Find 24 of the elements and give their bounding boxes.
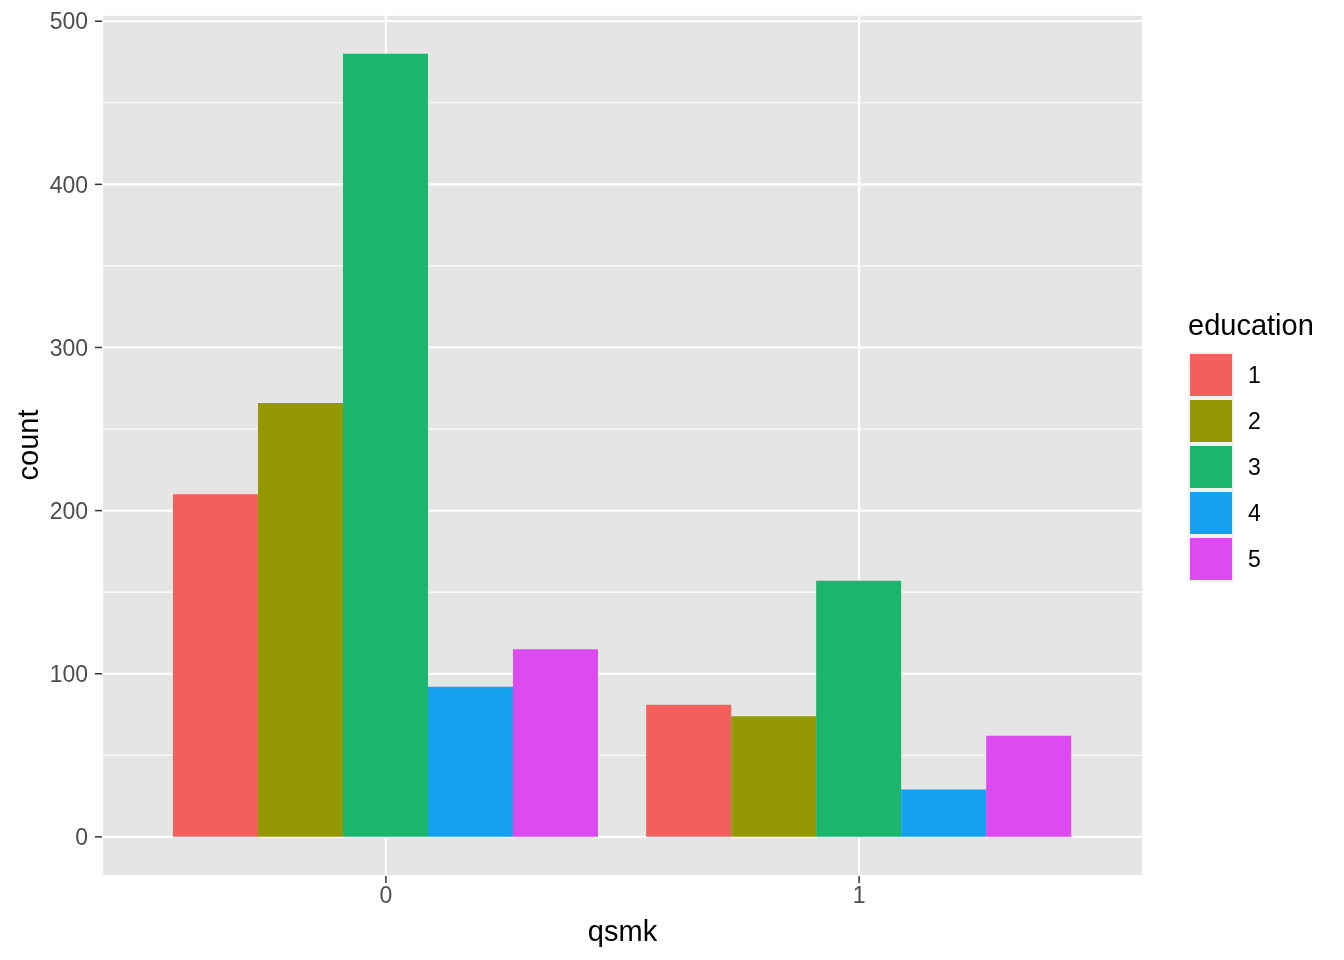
legend-label: 3 [1248, 453, 1261, 481]
bar [901, 789, 987, 837]
y-tick-label: 400 [49, 171, 88, 198]
y-axis-title: count [11, 409, 44, 481]
bar [257, 402, 343, 837]
bar [427, 686, 513, 837]
y-tick-label: 0 [75, 824, 88, 851]
bar [172, 494, 258, 837]
y-tick-label: 200 [49, 497, 88, 524]
bar [731, 716, 817, 837]
y-tick-label: 100 [49, 660, 88, 687]
bar [986, 735, 1072, 837]
legend-label: 2 [1248, 407, 1261, 435]
y-tick-label: 500 [49, 8, 88, 35]
legend-label: 5 [1248, 545, 1261, 573]
legend-label: 1 [1248, 361, 1261, 389]
bar [512, 649, 598, 837]
x-axis-title: qsmk [587, 914, 658, 947]
bar [816, 580, 902, 837]
legend-label: 4 [1248, 499, 1261, 527]
y-tick-label: 300 [49, 334, 88, 361]
legend-title: education [1188, 308, 1314, 343]
bar [342, 53, 428, 837]
bar [646, 704, 732, 837]
